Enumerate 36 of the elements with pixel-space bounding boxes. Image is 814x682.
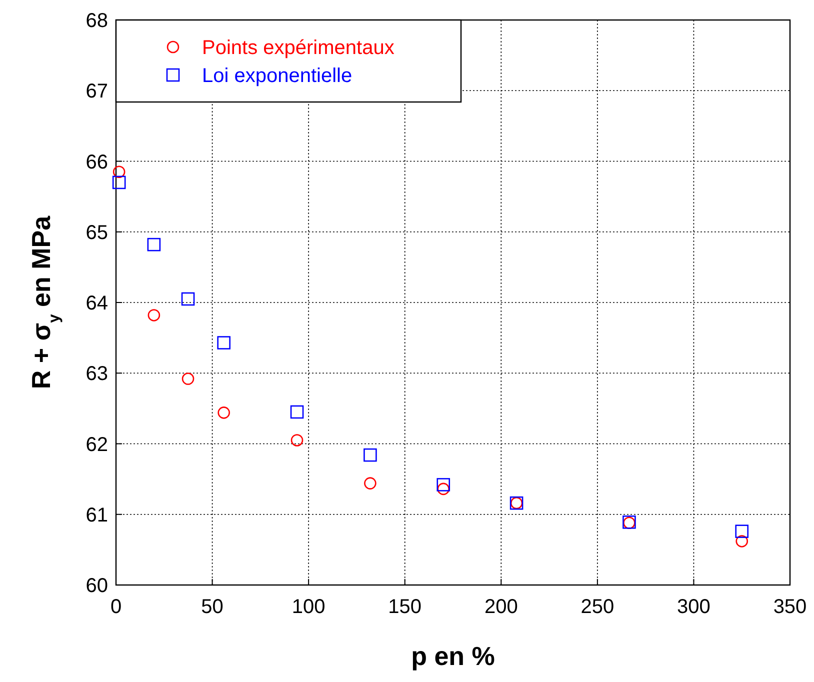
y-tick-label: 66 <box>86 151 108 174</box>
x-tick-label: 300 <box>677 596 710 618</box>
y-tick-label: 65 <box>86 222 108 244</box>
y-tick-label: 67 <box>86 80 108 103</box>
point <box>182 372 194 385</box>
point <box>147 238 161 252</box>
point <box>112 176 126 190</box>
point <box>290 405 304 419</box>
point <box>436 478 450 492</box>
x-tick-label: 250 <box>580 596 614 618</box>
y-tick-label: 61 <box>86 504 108 526</box>
y-tick-label: 60 <box>86 575 108 597</box>
y-tick-label: 63 <box>86 363 108 386</box>
legend-label: Points expérimentaux <box>202 37 394 59</box>
point <box>181 292 195 306</box>
point <box>364 448 377 462</box>
x-tick-label: 0 <box>110 596 122 618</box>
y-tick-label: 64 <box>86 292 108 314</box>
y-tick-label: 62 <box>86 434 108 456</box>
point <box>437 482 450 496</box>
legend-label: Loi exponentielle <box>202 65 352 87</box>
x-axis-title: p en % <box>411 641 495 671</box>
x-tick-label: 150 <box>388 596 422 618</box>
point <box>364 477 376 490</box>
y-tick-label: 68 <box>86 10 108 32</box>
point <box>112 166 126 178</box>
point <box>736 535 748 548</box>
x-tick-label: 50 <box>201 596 224 618</box>
point <box>290 434 304 446</box>
point <box>217 336 230 350</box>
point <box>735 524 749 538</box>
point <box>218 406 230 419</box>
x-tick-label: 100 <box>292 596 326 618</box>
x-tick-label: 350 <box>773 596 807 618</box>
point <box>148 309 160 322</box>
x-tick-label: 200 <box>484 596 518 618</box>
